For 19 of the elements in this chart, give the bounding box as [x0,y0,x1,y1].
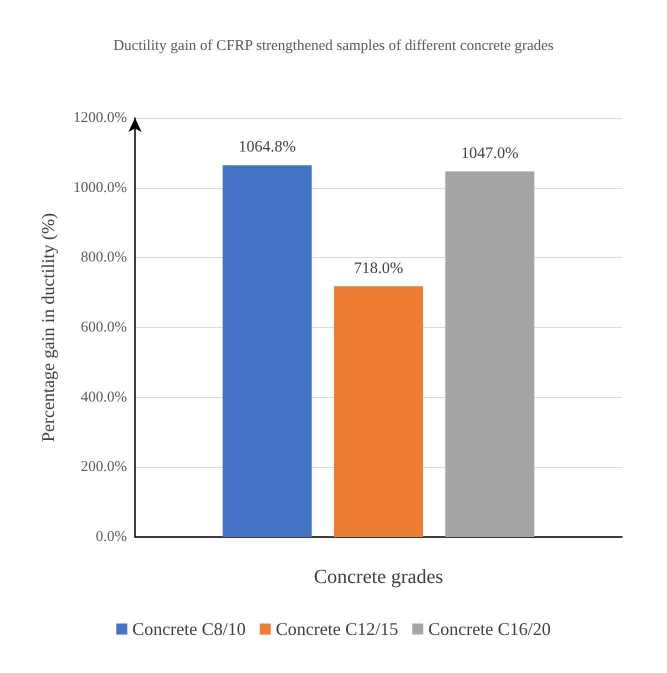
data-label: 1047.0% [461,144,518,162]
data-label: 1064.8% [238,138,296,156]
y-tick-label: 600.0% [80,320,127,336]
legend-label: Concrete C8/10 [132,619,246,639]
y-tick-label: 0.0% [96,529,127,545]
x-axis-title: Concrete grades [314,566,444,588]
legend-label: Concrete C16/20 [428,619,551,639]
y-tick-label: 1200.0% [73,110,127,126]
y-axis-title: Percentage gain in ductility (%) [38,213,58,442]
y-tick-label: 400.0% [80,389,127,406]
data-label: 718.0% [354,260,404,277]
y-tick-label: 800.0% [80,250,127,266]
chart-title: Ductility gain of CFRP strengthened samples of different concrete grades [113,38,554,54]
legend-label: Concrete C12/15 [276,619,398,639]
y-tick-label: 200.0% [80,459,127,476]
bar [334,286,424,537]
bar [445,171,534,537]
bar [222,165,312,537]
y-tick-label: 1000.0% [73,180,127,196]
